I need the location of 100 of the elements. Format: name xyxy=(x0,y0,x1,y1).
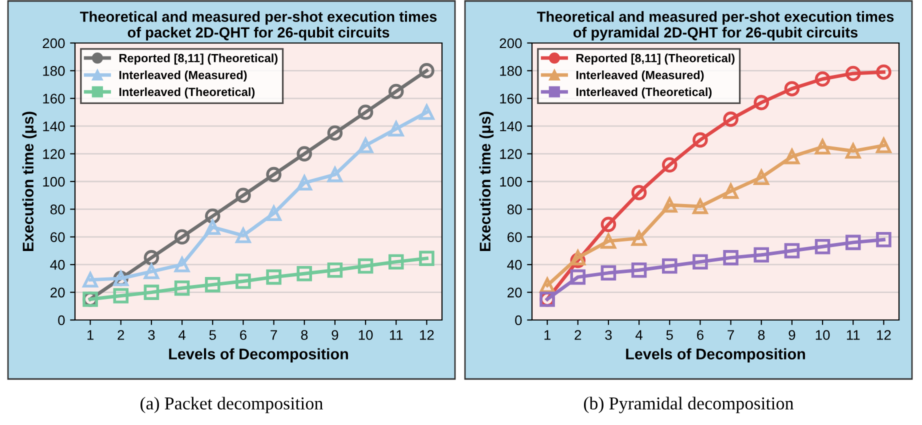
x-tick-label: 6 xyxy=(697,330,704,340)
point xyxy=(600,216,616,232)
y-tick-label: 40 xyxy=(507,260,522,270)
y-tick-label: 80 xyxy=(507,204,522,214)
y-axis-title: Execution time (μs) xyxy=(479,112,494,251)
x-tick-label: 2 xyxy=(574,330,582,340)
x-tick-label: 10 xyxy=(358,330,373,340)
point xyxy=(754,247,770,263)
y-tick-label: 120 xyxy=(43,149,65,159)
point xyxy=(754,170,770,185)
point xyxy=(784,148,800,164)
point xyxy=(723,184,738,199)
point xyxy=(113,288,129,304)
x-tick-label: 9 xyxy=(332,330,338,340)
y-tick-label: 160 xyxy=(43,94,65,104)
point xyxy=(296,175,312,191)
text: (a) Packet decomposition xyxy=(140,396,323,414)
point xyxy=(419,250,434,266)
y-tick-label: 20 xyxy=(508,288,522,298)
point xyxy=(388,254,404,270)
point xyxy=(845,143,861,159)
point xyxy=(174,280,190,296)
x-tick-label: 3 xyxy=(605,330,612,340)
x-tick-label: 8 xyxy=(758,330,765,340)
y-tick-label: 100 xyxy=(500,176,522,187)
y-tick-label: 60 xyxy=(508,232,522,242)
point xyxy=(754,94,770,110)
point xyxy=(600,265,616,281)
x-tick-label: 2 xyxy=(118,330,124,340)
y-tick-label: 40 xyxy=(50,260,65,270)
legend-label: Interleaved (Theoretical) xyxy=(576,87,712,98)
point xyxy=(358,138,374,154)
y-tick-label: 200 xyxy=(500,38,522,48)
text: (b) Pyramidal decomposition xyxy=(584,396,794,414)
y-tick-label: 140 xyxy=(500,121,522,132)
x-tick-label: 4 xyxy=(636,330,642,340)
x-tick-label: 5 xyxy=(209,330,216,340)
point xyxy=(327,125,343,141)
y-axis-title: Execution time (μs) xyxy=(22,112,37,251)
point xyxy=(327,166,343,182)
point xyxy=(266,166,282,182)
y-tick-label: 0 xyxy=(58,315,65,326)
point xyxy=(570,269,586,285)
point xyxy=(266,206,282,221)
point xyxy=(419,104,434,120)
point xyxy=(814,238,830,254)
point xyxy=(662,157,678,173)
point xyxy=(814,71,830,87)
legend-label: Reported [8,11] (Theoretical) xyxy=(576,54,735,65)
point xyxy=(174,229,190,245)
x-tick-label: 5 xyxy=(666,330,673,340)
x-tick-label: 12 xyxy=(877,330,891,340)
point xyxy=(692,198,708,214)
point xyxy=(784,81,800,96)
point xyxy=(631,184,647,200)
y-tick-label: 180 xyxy=(43,66,65,76)
point xyxy=(204,277,220,292)
y-tick-label: 160 xyxy=(500,94,522,104)
point xyxy=(876,138,892,154)
point xyxy=(144,264,160,280)
point xyxy=(845,66,861,82)
legend-label: Interleaved (Measured) xyxy=(119,70,247,82)
point xyxy=(296,146,312,162)
point xyxy=(388,84,404,100)
x-tick-label: 4 xyxy=(178,330,186,340)
point xyxy=(358,258,374,274)
x-axis-title: Levels of Decomposition xyxy=(626,348,805,362)
point xyxy=(876,232,892,248)
point xyxy=(570,250,586,266)
legend-label: Interleaved (Theoretical) xyxy=(119,87,255,98)
point xyxy=(144,284,160,300)
point xyxy=(144,250,160,266)
point xyxy=(236,188,251,203)
y-tick-label: 0 xyxy=(515,315,522,326)
point xyxy=(174,256,190,272)
point xyxy=(662,258,678,274)
x-axis-title: Levels of Decomposition xyxy=(169,348,348,362)
x-tick-label: 7 xyxy=(728,330,734,340)
y-tick-label: 200 xyxy=(42,38,65,48)
y-tick-label: 140 xyxy=(43,121,65,132)
point xyxy=(692,254,708,270)
y-tick-label: 80 xyxy=(50,204,65,214)
point xyxy=(236,274,251,289)
point xyxy=(82,272,98,288)
x-tick-label: 7 xyxy=(270,330,277,340)
point xyxy=(600,233,616,249)
point xyxy=(662,197,678,213)
legend-label: Interleaved (Measured) xyxy=(576,70,704,82)
point xyxy=(358,104,374,120)
x-tick-label: 3 xyxy=(148,330,155,340)
y-tick-label: 120 xyxy=(500,149,522,159)
x-tick-label: 11 xyxy=(846,330,860,340)
y-tick-label: 60 xyxy=(50,232,65,242)
x-tick-label: 9 xyxy=(788,330,796,340)
point xyxy=(692,132,708,148)
point xyxy=(266,269,282,285)
point xyxy=(204,220,220,235)
x-tick-label: 1 xyxy=(87,330,94,340)
x-tick-label: 12 xyxy=(420,330,434,340)
x-tick-label: 8 xyxy=(301,330,308,340)
